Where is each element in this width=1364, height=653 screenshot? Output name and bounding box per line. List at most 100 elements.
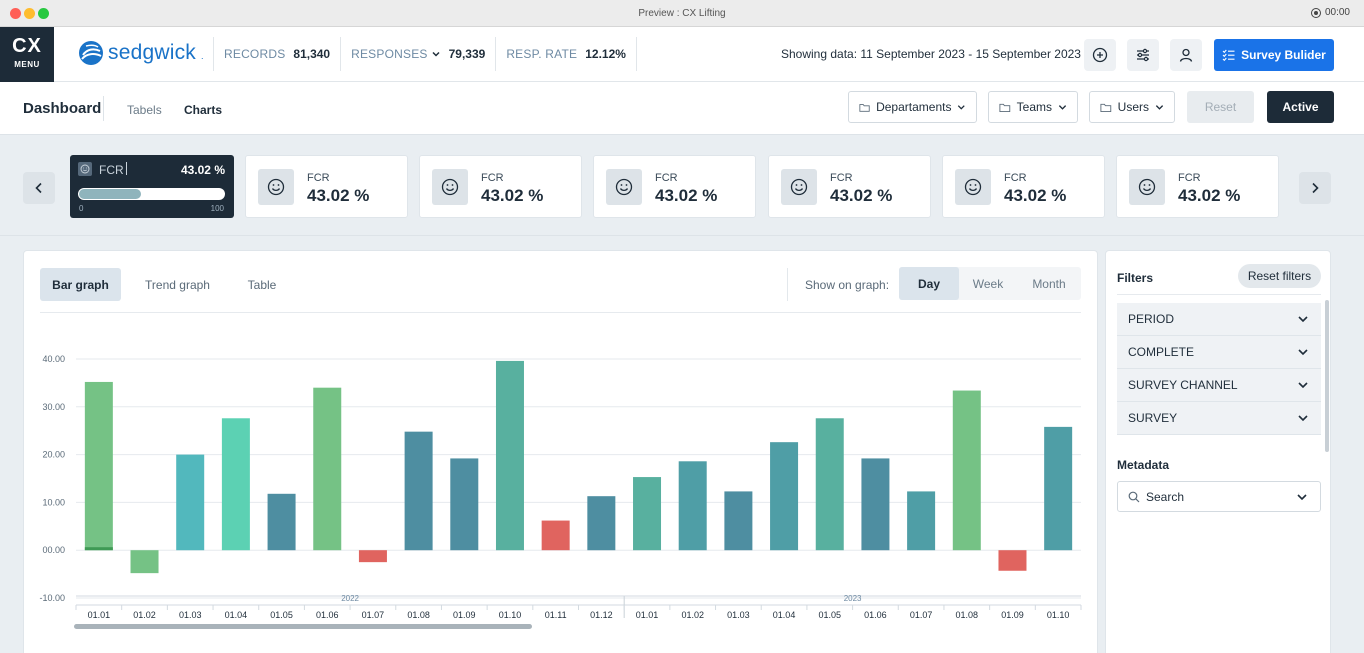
- tab-table[interactable]: Table: [247, 277, 277, 292]
- kpi-card[interactable]: FCR 43.02 %: [419, 155, 582, 218]
- stats-bar: RECORDS 81,340 RESPONSES 79,339 RESP. RA…: [213, 37, 637, 71]
- filter-label: SURVEY CHANNEL: [1128, 378, 1238, 392]
- settings-button[interactable]: [1127, 39, 1159, 71]
- departments-dropdown[interactable]: Departaments: [848, 91, 977, 123]
- period-day[interactable]: Day: [899, 267, 959, 300]
- checklist-icon: [1222, 49, 1235, 61]
- kpi-label: FCR: [99, 163, 124, 177]
- period-toggle: Day Week Month: [899, 267, 1081, 300]
- stat-resp-rate: RESP. RATE 12.12%: [496, 37, 637, 71]
- tab-tables[interactable]: Tabels: [127, 103, 162, 117]
- period-week[interactable]: Week: [972, 276, 1004, 291]
- kpi-label: FCR: [481, 172, 504, 184]
- x-tick-label: 01.04: [773, 610, 796, 620]
- divider: [1117, 294, 1321, 295]
- user-profile-button[interactable]: [1170, 39, 1202, 71]
- y-tick-label: 30.00: [42, 402, 65, 412]
- filters-title: Filters: [1117, 271, 1154, 285]
- stat-responses[interactable]: RESPONSES 79,339: [341, 37, 497, 71]
- progress-max-label: 100: [210, 204, 224, 213]
- carousel-prev-button[interactable]: [23, 172, 55, 204]
- x-tick-label: 01.05: [818, 610, 841, 620]
- minimize-window-button[interactable]: [24, 8, 35, 19]
- tab-trend-graph[interactable]: Trend graph: [145, 277, 210, 292]
- filter-complete[interactable]: COMPLETE: [1117, 336, 1321, 369]
- y-tick-label: 40.00: [42, 354, 65, 364]
- kpi-card[interactable]: FCR 43.02 %: [593, 155, 756, 218]
- stat-label[interactable]: RESPONSES: [351, 47, 441, 61]
- chart-bar: [815, 418, 844, 551]
- kpi-value: 43.02 %: [307, 186, 370, 205]
- stat-label-text: RESPONSES: [351, 47, 428, 61]
- kpi-card[interactable]: FCR 43.02 %: [768, 155, 931, 218]
- tab-bar-graph[interactable]: Bar graph: [40, 268, 121, 301]
- maximize-window-button[interactable]: [38, 8, 49, 19]
- x-tick-label: 01.01: [88, 610, 111, 620]
- kpi-carousel: FCR 43.02 % 0 100 FCR 43.02 % FCR 43.02 …: [0, 135, 1364, 236]
- filters-scrollbar[interactable]: [1325, 300, 1329, 452]
- logo-text: sedgwick: [108, 41, 196, 64]
- survey-builder-button[interactable]: Survey Bulider: [1214, 39, 1334, 71]
- chart-bar: [724, 491, 753, 551]
- divider: [103, 96, 104, 121]
- x-group-label: 2023: [844, 594, 862, 603]
- divider: [787, 268, 788, 301]
- x-tick-label: 01.09: [1001, 610, 1024, 620]
- filter-period[interactable]: PERIOD: [1117, 303, 1321, 336]
- user-icon: [1179, 48, 1193, 62]
- globe-icon: [79, 41, 103, 65]
- window-title: Preview : CX Lifting: [638, 8, 726, 19]
- x-tick-label: 01.08: [407, 610, 430, 620]
- filter-label: PERIOD: [1128, 312, 1175, 326]
- reset-filters-button[interactable]: Reset filters: [1238, 264, 1321, 288]
- x-tick-label: 01.06: [864, 610, 887, 620]
- stat-value: 12.12%: [585, 47, 626, 61]
- teams-dropdown[interactable]: Teams: [988, 91, 1078, 123]
- chevron-down-icon: [1298, 349, 1308, 356]
- x-tick-label: 01.11: [545, 610, 567, 620]
- kpi-card[interactable]: FCR 43.02 %: [245, 155, 408, 218]
- smiley-icon: [258, 169, 294, 205]
- carousel-next-button[interactable]: [1299, 172, 1331, 204]
- survey-builder-label: Survey Bulider: [1241, 48, 1326, 62]
- users-dropdown[interactable]: Users: [1089, 91, 1175, 123]
- kpi-card[interactable]: FCR 43.02 %: [942, 155, 1105, 218]
- kpi-label: FCR: [655, 172, 678, 184]
- x-tick-label: 01.09: [453, 610, 476, 620]
- x-tick-label: 01.03: [727, 610, 750, 620]
- kpi-value: 43.02 %: [481, 186, 544, 205]
- add-button[interactable]: [1084, 39, 1116, 71]
- chart-bar: [358, 550, 387, 563]
- x-tick-label: 01.06: [316, 610, 339, 620]
- filter-survey[interactable]: SURVEY: [1117, 402, 1321, 435]
- chart-bar: [770, 442, 799, 551]
- chart-bar: [221, 418, 250, 551]
- filter-survey-channel[interactable]: SURVEY CHANNEL: [1117, 369, 1321, 402]
- stat-value: 79,339: [448, 47, 486, 61]
- stat-records: RECORDS 81,340: [214, 37, 342, 71]
- chart-horizontal-scrollbar[interactable]: [74, 624, 1081, 630]
- y-tick-label: 00.00: [42, 545, 65, 555]
- kpi-card[interactable]: FCR 43.02 %: [1116, 155, 1279, 218]
- tab-charts[interactable]: Charts: [184, 103, 223, 117]
- kpi-card-active[interactable]: FCR 43.02 % 0 100: [70, 155, 234, 218]
- active-button[interactable]: Active: [1267, 91, 1334, 123]
- close-window-button[interactable]: [10, 8, 21, 19]
- x-tick-label: 01.02: [133, 610, 156, 620]
- smiley-icon: [606, 169, 642, 205]
- cx-menu-button[interactable]: CX MENU: [0, 27, 54, 82]
- search-icon: [1128, 491, 1140, 502]
- chart-bar: [176, 454, 205, 551]
- chart-bar: [267, 493, 296, 551]
- period-month[interactable]: Month: [1032, 276, 1066, 291]
- record-icon: [1310, 7, 1321, 18]
- chart-bar: [998, 550, 1027, 571]
- kpi-value: 43.02 %: [180, 163, 225, 177]
- kpi-value: 43.02 %: [830, 186, 893, 205]
- reset-button[interactable]: Reset: [1187, 91, 1254, 123]
- kpi-progress-bar: [78, 188, 225, 200]
- metadata-search-dropdown[interactable]: Search: [1117, 481, 1321, 512]
- chart-bar: [907, 491, 936, 551]
- chart-bar: [633, 477, 662, 551]
- scrollbar-thumb[interactable]: [74, 624, 532, 629]
